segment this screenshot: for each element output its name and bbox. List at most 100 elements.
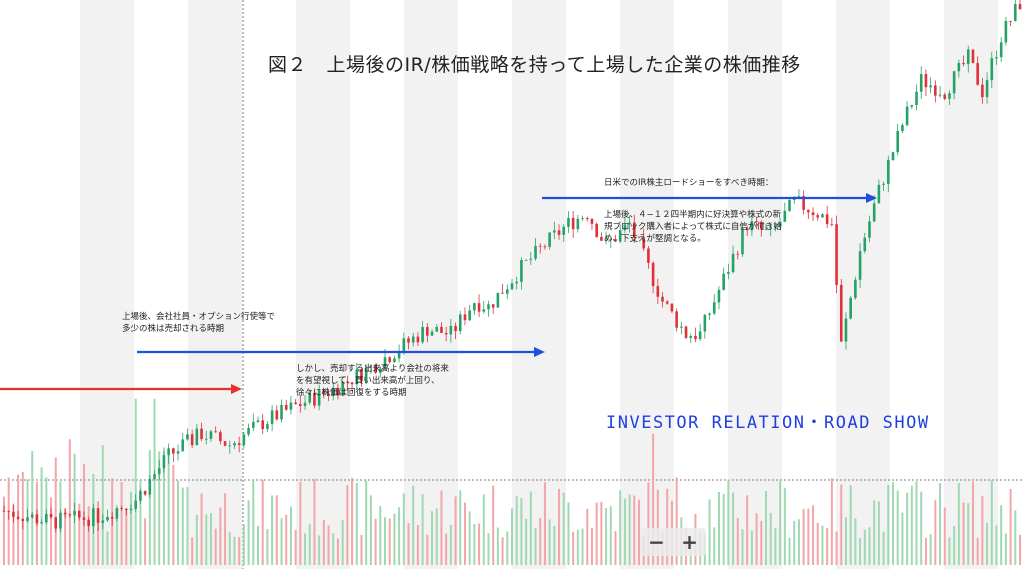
zoom-in-button[interactable]: + (673, 528, 706, 556)
candle-body (557, 230, 561, 235)
volume-bar (576, 529, 579, 565)
volume-bar (868, 527, 871, 565)
candle-body (675, 311, 678, 328)
candle-body (444, 332, 448, 335)
candle-body (440, 326, 443, 333)
volume-bar (619, 490, 622, 565)
candle-body (731, 253, 735, 272)
volume-bar (341, 520, 344, 565)
chart-title: 図２ 上場後のIR/株価戦略を持って上場した企業の株価推移 (268, 54, 801, 76)
volume-bar (172, 464, 175, 565)
candle-body (397, 351, 401, 359)
candle-body (595, 223, 598, 237)
candle-body (40, 522, 43, 524)
candle-body (910, 105, 914, 107)
candle-body (656, 286, 660, 297)
candle-body (971, 49, 975, 64)
candle-body (585, 217, 589, 219)
candle-body (364, 367, 368, 382)
candle-body (966, 49, 970, 65)
candle-body (134, 500, 138, 509)
candle-body (637, 236, 641, 238)
candle-body (430, 331, 434, 336)
volume-bar (986, 522, 989, 565)
candle-body (783, 210, 787, 222)
volume-bar (261, 479, 264, 565)
candle-body (251, 421, 255, 428)
candle-body (369, 365, 373, 368)
volume-bar (953, 526, 956, 565)
candle-body (68, 514, 72, 516)
candle-body (919, 74, 923, 92)
volume-bar (191, 537, 194, 565)
candle-body (736, 253, 740, 255)
candle-body (515, 281, 519, 284)
candle-body (289, 402, 293, 410)
background-band (836, 0, 890, 569)
volume-bar (294, 530, 297, 565)
volume-bar (779, 480, 782, 565)
volume-bar (407, 523, 410, 565)
candle-body (788, 199, 791, 211)
zoom-out-button[interactable]: − (640, 528, 673, 556)
candle-body (976, 63, 979, 85)
candle-body (957, 62, 961, 72)
volume-bar (1004, 533, 1007, 565)
candle-body (120, 508, 123, 509)
candle-body (275, 410, 279, 420)
candle-body (421, 327, 424, 343)
background-band (80, 0, 134, 569)
volume-bar (158, 451, 161, 565)
candle-body (952, 71, 956, 94)
candle-body (426, 327, 429, 336)
volume-bar (7, 477, 10, 565)
volume-bar (581, 528, 584, 565)
volume-bar (769, 512, 772, 565)
volume-bar (713, 527, 716, 565)
volume-bar (600, 501, 603, 565)
candle-body (830, 224, 834, 225)
candle-body (449, 325, 453, 335)
volume-bar (209, 513, 212, 565)
volume-bar (708, 499, 711, 565)
volume-bar (586, 508, 589, 565)
candle-body (684, 326, 688, 338)
volume-bar (459, 490, 462, 565)
volume-bar (247, 500, 250, 565)
candle-body (778, 221, 782, 227)
volume-bar (567, 502, 570, 565)
volume-bar (332, 533, 335, 565)
candle-body (454, 325, 457, 332)
candle-body (2, 510, 6, 512)
volume-bar (1000, 505, 1003, 565)
candle-body (745, 228, 749, 231)
volume-bar (454, 496, 457, 565)
candle-body (157, 468, 161, 475)
volume-bar (257, 525, 259, 565)
candle-body (543, 246, 547, 248)
volume-bar (181, 487, 184, 565)
volume-bar (609, 506, 612, 565)
volume-bar (54, 457, 57, 565)
volume-bar (981, 496, 984, 565)
candle-body (698, 331, 702, 340)
volume-bar (379, 506, 382, 565)
candle-body (807, 209, 810, 213)
candle-body (948, 93, 951, 99)
candle-body (129, 508, 133, 510)
volume-bar (101, 445, 104, 565)
candle-body (1018, 4, 1022, 10)
volume-bar (167, 449, 170, 565)
volume-bar (266, 528, 269, 565)
volume-bar (830, 478, 833, 565)
candle-body (228, 445, 232, 447)
candle-body (816, 215, 820, 218)
volume-bar (360, 534, 363, 565)
volume-bar (948, 537, 951, 565)
volume-bar (647, 482, 650, 565)
candle-body (35, 514, 39, 524)
candle-body (501, 292, 504, 294)
volume-bar (473, 524, 476, 565)
candle-body (999, 42, 1003, 58)
